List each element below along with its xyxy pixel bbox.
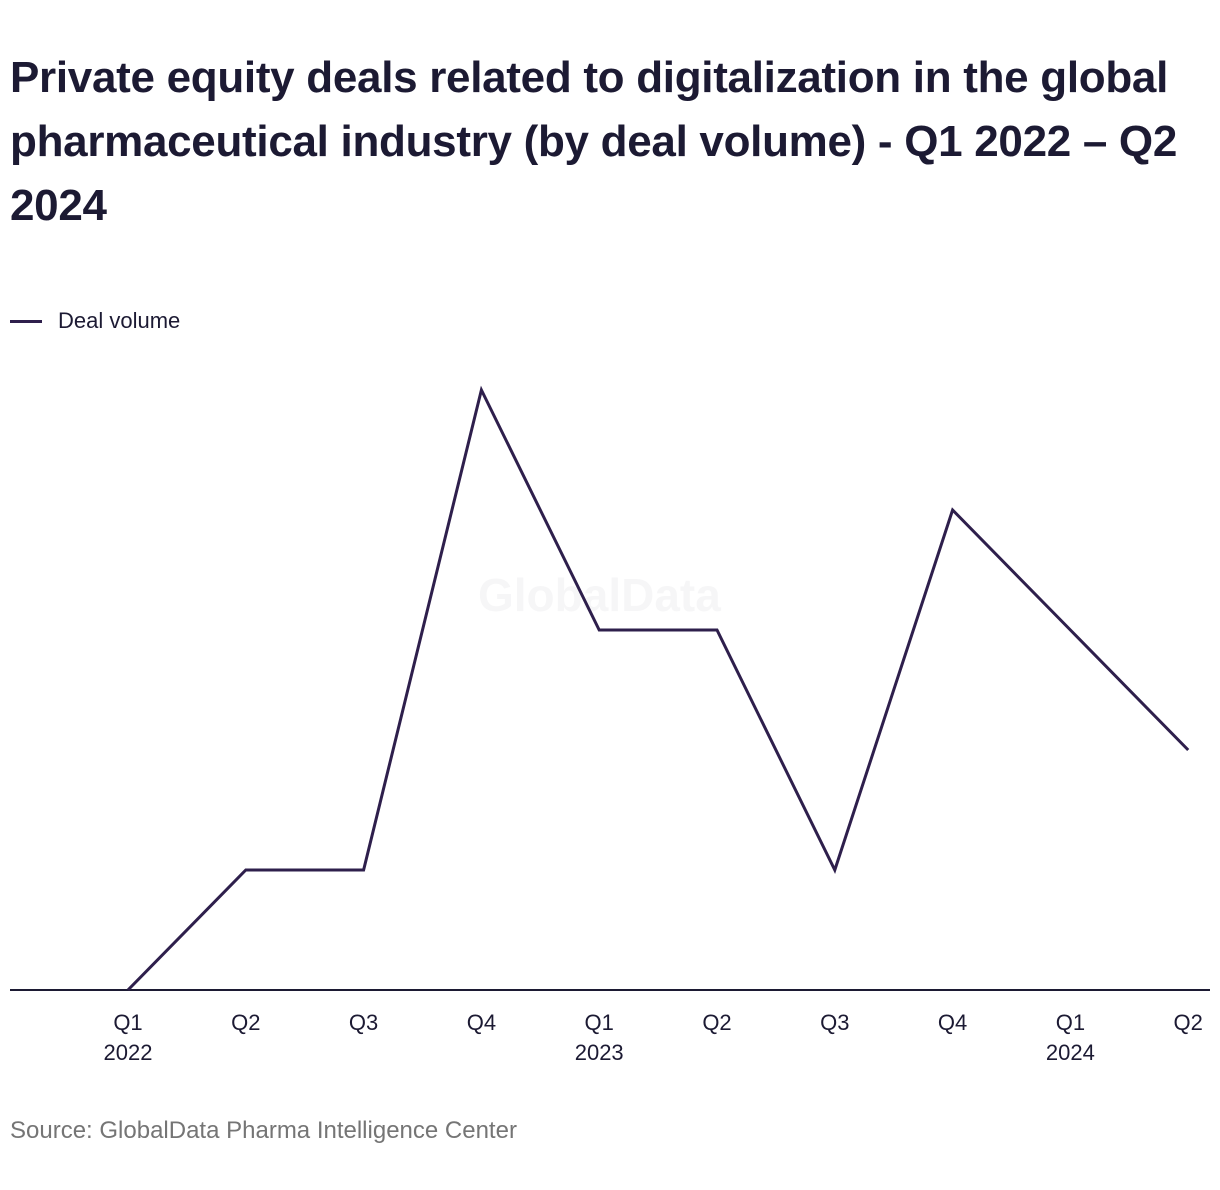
data-point[interactable]: Q3 2022: 1 — [358, 864, 370, 876]
x-axis-tick-labels: Q1 2022 Q2 Q3 Q4 Q1 2023 Q2 Q3 Q4 Q1 2024 Q2 — [104, 1010, 1203, 1065]
data-point[interactable]: Q2 2022: 1 — [240, 864, 252, 876]
legend-swatch-deal-volume — [10, 319, 42, 323]
x-tick-label-year: 2024 — [1046, 1040, 1095, 1065]
series-line-0 — [126, 385, 1190, 992]
data-point[interactable]: Q3 2023: 1 — [829, 864, 841, 876]
x-tick-label-quarter: Q3 — [349, 1010, 378, 1035]
data-point[interactable]: Q2 2024: 2 — [1182, 744, 1194, 756]
chart-title: Private equity deals related to digitali… — [10, 53, 1178, 230]
x-tick-label-year: 2022 — [104, 1040, 153, 1065]
data-point[interactable]: Q1 2022: 0 — [122, 984, 134, 996]
source-note: Source: GlobalData Pharma Intelligence C… — [10, 1117, 517, 1144]
x-tick-label-quarter: Q3 — [820, 1010, 849, 1035]
data-point[interactable]: Q2 2023: 3 — [711, 624, 723, 636]
x-tick-label-year: 2023 — [575, 1040, 624, 1065]
x-tick-label-quarter: Q1 — [1056, 1010, 1085, 1035]
data-point[interactable]: Q4 2022: 5 — [475, 384, 487, 396]
x-tick-label-quarter: Q2 — [231, 1010, 260, 1035]
legend-label-deal-volume: Deal volume — [58, 308, 181, 333]
x-tick-label-quarter: Q4 — [938, 1010, 967, 1035]
x-tick-label-quarter: Q1 — [585, 1010, 614, 1035]
x-tick-label-quarter: Q2 — [1174, 1010, 1203, 1035]
data-point[interactable]: Q1 2023: 3 — [593, 624, 605, 636]
data-point[interactable]: Q1 2024: 3 — [1064, 624, 1076, 636]
x-tick-label-quarter: Q4 — [467, 1010, 496, 1035]
series-deal-volume: Q1 2022: 0 Q2 2022: 1 Q3 2022: 1 Q4 2022: 5… — [122, 384, 1194, 996]
data-point[interactable]: Q4 2023: 4 — [947, 504, 959, 516]
x-tick-label-quarter: Q2 — [702, 1010, 731, 1035]
legend: Deal volume — [10, 306, 180, 336]
line-chart: Q1 2022 Q2 Q3 Q4 Q1 2023 Q2 Q3 Q4 Q1 2024 Q2 Q1 2022… — [10, 384, 1210, 1065]
x-tick-label-quarter: Q1 — [113, 1010, 142, 1035]
